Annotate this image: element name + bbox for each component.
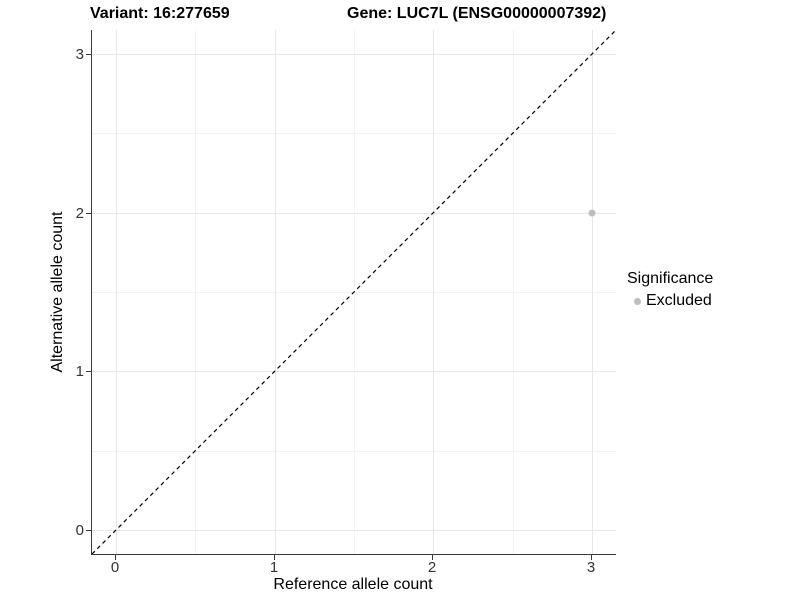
- legend: Significance Excluded: [627, 269, 713, 310]
- gridline-major-horizontal: [92, 213, 616, 214]
- y-tick-label: 2: [75, 205, 84, 222]
- gridline-major-vertical: [116, 30, 117, 554]
- gridline-minor-horizontal: [92, 451, 616, 452]
- gridline-major-vertical: [592, 30, 593, 554]
- x-tick-label: 2: [427, 559, 437, 576]
- x-axis-tick: [115, 555, 116, 560]
- identity-line: [92, 30, 616, 554]
- gridline-major-horizontal: [92, 530, 616, 531]
- y-axis-tick: [86, 530, 91, 531]
- y-axis-tick: [86, 213, 91, 214]
- gridline-major-horizontal: [92, 54, 616, 55]
- legend-item-excluded: Excluded: [627, 292, 713, 310]
- gridline-minor-horizontal: [92, 133, 616, 134]
- legend-key-dot-icon: [634, 297, 641, 305]
- x-axis-tick: [432, 555, 433, 560]
- data-point-excluded: [588, 209, 596, 217]
- y-tick-label: 0: [75, 522, 84, 539]
- y-tick-label: 3: [75, 46, 84, 63]
- plot-panel: [91, 30, 616, 555]
- x-tick-label: 1: [269, 559, 279, 576]
- gridline-major-vertical: [275, 30, 276, 554]
- plot-overlay: [92, 30, 616, 554]
- x-axis-title: Reference allele count: [273, 576, 433, 593]
- gridline-major-vertical: [433, 30, 434, 554]
- y-axis-tick: [86, 54, 91, 55]
- y-axis-tick: [86, 371, 91, 372]
- plot-title-gene: Gene: LUC7L (ENSG00000007392): [347, 5, 607, 22]
- y-tick-label: 1: [75, 363, 84, 380]
- x-axis-tick: [591, 555, 592, 560]
- x-axis-tick: [274, 555, 275, 560]
- legend-title: Significance: [627, 270, 714, 287]
- plot-title-variant: Variant: 16:277659: [90, 5, 230, 22]
- y-axis-title: Alternative allele count: [49, 211, 66, 373]
- x-tick-label: 0: [110, 559, 120, 576]
- x-tick-label: 3: [586, 559, 596, 576]
- gridline-major-horizontal: [92, 371, 616, 372]
- legend-item-label: Excluded: [646, 292, 712, 309]
